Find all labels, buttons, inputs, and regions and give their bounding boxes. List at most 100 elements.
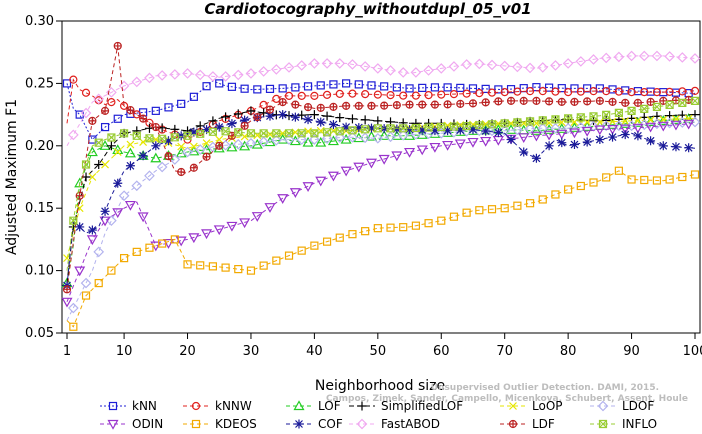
data-point [284, 251, 294, 260]
data-point [645, 116, 657, 126]
data-point [430, 83, 440, 92]
data-point [270, 64, 282, 75]
data-point [81, 160, 91, 169]
data-point [564, 114, 573, 123]
data-point [208, 262, 217, 271]
data-point [69, 75, 78, 84]
data-point [544, 141, 554, 151]
data-point [297, 110, 307, 120]
data-point [600, 120, 612, 132]
data-point [602, 110, 611, 119]
data-point [62, 285, 72, 294]
data-point [508, 419, 518, 429]
data-point [297, 246, 306, 255]
data-point [112, 208, 124, 219]
data-point [676, 52, 688, 63]
data-point [557, 138, 567, 148]
legend-label: LDF [532, 417, 555, 431]
data-point [524, 62, 536, 74]
data-point [118, 80, 130, 92]
data-point [487, 88, 497, 97]
data-point [297, 91, 306, 100]
legend-item-lof: LOF [286, 399, 341, 413]
data-point [525, 199, 535, 208]
data-point [226, 141, 238, 152]
data-point [380, 101, 389, 110]
data-point [633, 116, 642, 125]
data-point [316, 81, 325, 90]
data-point [215, 141, 224, 150]
data-point [258, 66, 269, 77]
data-point [360, 115, 370, 125]
data-point [221, 263, 230, 272]
data-point [131, 180, 143, 192]
data-point [366, 123, 376, 133]
x-axis-label: Neighborhood size [315, 378, 445, 394]
data-point [640, 88, 649, 97]
data-point [196, 261, 205, 270]
data-point [202, 139, 211, 147]
data-point [253, 113, 262, 122]
data-point [232, 138, 244, 150]
data-point [124, 200, 136, 211]
data-point [399, 124, 408, 133]
data-point [678, 87, 687, 96]
data-point [329, 102, 338, 111]
data-point [88, 116, 97, 125]
x-tick-label: 20 [179, 344, 196, 359]
data-point [437, 216, 446, 225]
data-point [468, 99, 478, 108]
data-point [361, 227, 370, 236]
data-point [569, 140, 579, 150]
data-point [253, 85, 262, 94]
data-point [367, 101, 376, 110]
data-point [607, 124, 619, 135]
data-point [562, 122, 574, 134]
data-point [245, 137, 257, 149]
data-point [551, 115, 560, 124]
data-point [487, 120, 497, 129]
data-point [557, 84, 566, 93]
data-point [392, 124, 402, 134]
data-point [158, 134, 167, 143]
data-point [156, 161, 168, 173]
data-point [525, 87, 535, 96]
data-point [126, 106, 135, 115]
data-point [373, 90, 382, 99]
data-point [169, 69, 181, 80]
data-point [138, 151, 148, 161]
data-point [177, 99, 186, 108]
data-point [576, 113, 585, 122]
data-point [657, 115, 669, 125]
legend-label: LoOP [532, 399, 563, 413]
data-point [494, 97, 503, 106]
data-point [139, 114, 148, 123]
data-point [246, 266, 256, 275]
legend-item-knn: kNN [100, 399, 157, 413]
data-point [119, 254, 129, 263]
data-point [309, 110, 319, 120]
data-point [61, 297, 73, 308]
y-tick-label: 0.05 [25, 326, 54, 341]
data-point [356, 418, 368, 430]
data-point [467, 137, 479, 148]
data-point [562, 58, 574, 69]
data-point [177, 142, 186, 151]
data-point [240, 84, 249, 93]
data-point [513, 118, 522, 127]
series-line [66, 122, 696, 302]
data-point [131, 76, 143, 88]
data-point [151, 106, 160, 115]
data-point [183, 260, 192, 269]
data-point [170, 133, 179, 142]
data-point [385, 65, 396, 76]
chart-title: Cardiotocography_withoutdupl_05_v01 [204, 0, 531, 18]
data-point [189, 92, 198, 101]
data-point [240, 121, 249, 130]
x-tick-label: 50 [370, 344, 387, 359]
data-point [456, 99, 465, 108]
data-point [137, 212, 149, 223]
series-layer [61, 41, 701, 331]
data-point [158, 239, 167, 248]
data-point [309, 134, 320, 145]
